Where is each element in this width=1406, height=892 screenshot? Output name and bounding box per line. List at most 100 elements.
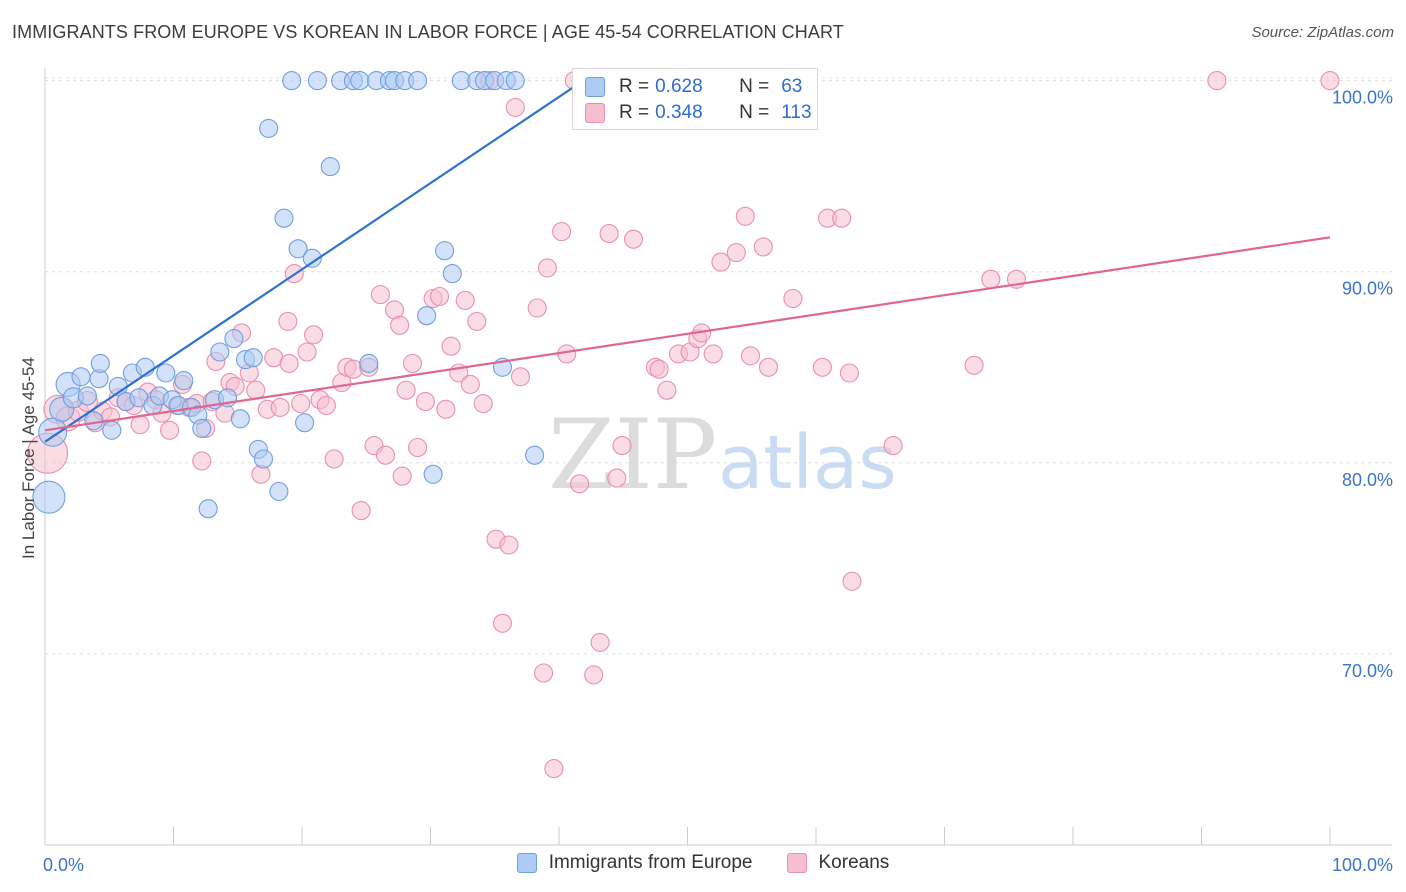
- korean-point: [246, 380, 266, 400]
- korean-point: [408, 437, 428, 458]
- korean-point: [436, 399, 456, 419]
- stat-row-korean: R = 0.348 N = 113: [585, 100, 812, 126]
- korean-point: [499, 535, 519, 555]
- europe-point: [269, 481, 289, 502]
- n-value: 63: [781, 76, 803, 97]
- korean-point: [279, 353, 299, 373]
- korean-point: [510, 367, 531, 387]
- y-tick-label: 100.0%: [1332, 88, 1393, 108]
- europe-point: [259, 118, 279, 138]
- europe-point: [350, 71, 370, 91]
- korean-point: [758, 357, 779, 377]
- korean-point: [981, 269, 1001, 289]
- europe-point: [102, 420, 122, 440]
- europe-point: [71, 367, 91, 387]
- series-immigrants-from-europe: [32, 71, 545, 519]
- korean-point: [278, 311, 298, 331]
- korean-point: [291, 394, 311, 414]
- europe-point: [525, 445, 545, 465]
- korean-point: [270, 397, 290, 417]
- europe-point: [417, 306, 437, 326]
- korean-point: [570, 474, 590, 494]
- korean-point: [1207, 71, 1227, 91]
- korean-point: [839, 363, 859, 383]
- korean-point: [370, 285, 390, 305]
- korean-point: [607, 468, 627, 488]
- korean-point: [473, 394, 493, 414]
- korean-point: [160, 420, 180, 440]
- swatch-korean: [585, 103, 605, 123]
- legend-item-europe[interactable]: Immigrants from Europe: [516, 852, 753, 874]
- korean-point: [455, 290, 475, 310]
- korean-point: [537, 258, 557, 278]
- korean-point: [324, 449, 344, 469]
- n-value: 113: [781, 102, 812, 123]
- korean-point: [192, 451, 212, 471]
- y-tick-label: 70.0%: [1342, 661, 1393, 681]
- korean-point: [726, 243, 746, 263]
- korean-point: [842, 571, 862, 591]
- europe-point: [359, 353, 379, 373]
- europe-point: [38, 417, 68, 447]
- korean-point: [415, 392, 435, 412]
- korean-point: [505, 97, 525, 117]
- series-legend: Immigrants from Europe Koreans: [0, 852, 1406, 874]
- trend-line-europe: [44, 70, 599, 443]
- korean-point: [612, 436, 632, 456]
- korean-point: [130, 415, 150, 435]
- watermark-zip: ZIP: [548, 399, 717, 511]
- korean-point: [753, 237, 773, 257]
- chart-title: IMMIGRANTS FROM EUROPE VS KOREAN IN LABO…: [12, 22, 844, 42]
- korean-point: [657, 380, 677, 400]
- korean-point: [783, 288, 803, 309]
- europe-point: [274, 208, 294, 228]
- europe-point: [224, 329, 244, 349]
- europe-point: [302, 248, 322, 268]
- europe-point: [198, 499, 218, 519]
- korean-point: [390, 315, 410, 335]
- korean-point: [735, 206, 755, 226]
- x-tick-label: 0.0%: [43, 855, 84, 875]
- europe-point: [320, 157, 340, 177]
- europe-point: [408, 71, 428, 91]
- x-tick-label: 100.0%: [1332, 855, 1393, 875]
- korean-point: [832, 208, 852, 228]
- europe-point: [230, 409, 250, 429]
- korean-point: [552, 222, 572, 242]
- korean-point: [711, 252, 731, 272]
- y-tick-label: 80.0%: [1342, 470, 1393, 490]
- watermark-atlas: atlas: [718, 420, 897, 506]
- legend-label-koreans: Koreans: [818, 852, 890, 873]
- korean-point: [964, 355, 984, 375]
- europe-point: [282, 71, 302, 91]
- europe-point: [253, 449, 274, 469]
- korean-point: [812, 357, 832, 377]
- korean-point: [623, 229, 644, 249]
- r-value: 0.628: [655, 76, 703, 97]
- europe-point: [77, 386, 97, 406]
- r-label: R =: [619, 76, 650, 97]
- n-label: N =: [739, 102, 770, 123]
- korean-point: [429, 286, 450, 307]
- korean-point: [584, 665, 604, 685]
- korean-point: [441, 336, 461, 356]
- europe-point: [423, 464, 443, 484]
- legend-swatch-europe: [516, 853, 537, 873]
- europe-point: [243, 348, 263, 368]
- korean-point: [492, 613, 513, 633]
- y-tick-label: 90.0%: [1342, 279, 1393, 299]
- korean-point: [351, 501, 371, 521]
- europe-point: [174, 371, 194, 391]
- stat-row-europe: R = 0.628 N = 63: [585, 74, 802, 100]
- trend-line-koreans: [44, 236, 1331, 432]
- europe-point: [288, 239, 308, 259]
- korean-point: [392, 466, 412, 486]
- n-label: N =: [739, 76, 770, 97]
- korean-point: [402, 353, 423, 373]
- legend-item-koreans[interactable]: Koreans: [786, 852, 890, 874]
- watermark: ZIP atlas: [548, 399, 897, 511]
- korean-point: [544, 759, 564, 779]
- europe-point: [307, 71, 327, 91]
- korean-point: [599, 223, 619, 244]
